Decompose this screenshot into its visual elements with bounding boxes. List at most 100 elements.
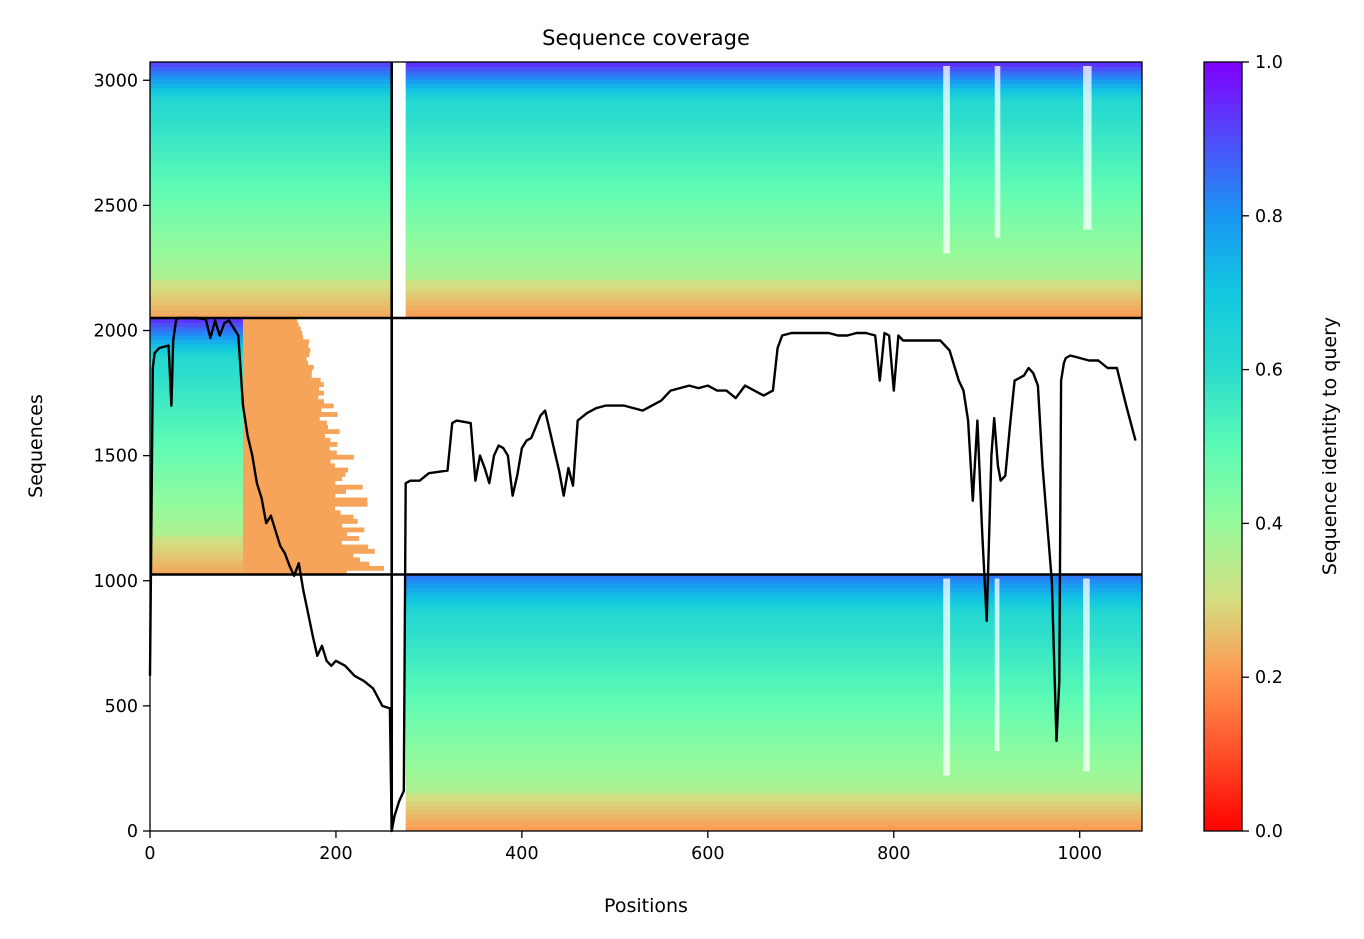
y-axis: 0 500 1000 1500 2000 2500 3000: [93, 71, 150, 842]
heatmap-band: [150, 113, 392, 119]
heatmap-band: [150, 369, 243, 375]
heatmap-band: [405, 608, 1142, 614]
heatmap-band: [405, 292, 1142, 298]
heatmap-band: [150, 501, 243, 507]
heatmap-band: [150, 104, 392, 110]
y-tick-label: 2500: [93, 196, 138, 216]
heatmap-band: [242, 544, 369, 550]
heatmap-band: [405, 625, 1142, 631]
heatmap-band: [405, 224, 1142, 229]
heatmap-band: [150, 66, 392, 72]
heatmap-band: [242, 553, 354, 558]
heatmap-band: [405, 266, 1142, 272]
heatmap-band: [405, 151, 1142, 157]
x-tick-label: 1000: [1057, 844, 1102, 864]
heatmap-band: [150, 134, 392, 140]
heatmap-band: [242, 369, 312, 375]
heatmap-band: [405, 715, 1142, 721]
heatmap-band: [405, 172, 1142, 178]
heatmap-band: [405, 138, 1142, 144]
heatmap-band: [405, 100, 1142, 106]
heatmap-band: [242, 476, 343, 482]
heatmap-band: [242, 454, 354, 460]
heatmap-band: [242, 531, 348, 537]
heatmap-band: [150, 236, 392, 242]
chart-title: Sequence coverage: [542, 26, 750, 50]
heatmap-band: [150, 437, 243, 443]
heatmap-band: [405, 685, 1142, 691]
heatmap-band: [150, 536, 243, 541]
heatmap-band: [150, 527, 243, 533]
heatmap-band: [150, 459, 243, 464]
heatmap-band: [150, 164, 392, 170]
colorbar-label: Sequence identity to query: [1319, 317, 1341, 575]
heatmap-band: [242, 317, 297, 323]
heatmap-band: [405, 822, 1142, 828]
heatmap-band: [150, 394, 243, 400]
heatmap-band: [405, 143, 1142, 148]
heatmap-band: [405, 728, 1142, 734]
heatmap-band: [242, 497, 368, 503]
heatmap-band: [150, 407, 243, 413]
heatmap-band: [150, 241, 392, 247]
heatmap-band: [405, 651, 1142, 657]
heatmap-band: [150, 518, 243, 524]
heatmap-band: [150, 288, 392, 293]
heatmap-band: [150, 232, 392, 238]
heatmap-band: [150, 548, 243, 554]
heatmap-band: [150, 360, 243, 366]
heatmap-band: [150, 96, 392, 101]
heatmap-band: [242, 484, 363, 490]
heatmap-band: [405, 758, 1142, 764]
heatmap-band: [405, 130, 1142, 136]
heatmap-band: [242, 523, 343, 529]
heatmap-band: [150, 420, 243, 426]
heatmap-band: [405, 305, 1142, 311]
heatmap-band: [150, 382, 243, 387]
heatmap-band: [150, 412, 243, 417]
heatmap-band: [242, 330, 303, 336]
x-axis-label: Positions: [604, 895, 688, 917]
heatmap-band: [242, 424, 328, 430]
heatmap-band: [150, 557, 243, 563]
colorbar-tick-label: 0.2: [1255, 668, 1283, 688]
heatmap-band: [405, 719, 1142, 725]
heatmap-band: [405, 83, 1142, 89]
heatmap-band: [405, 591, 1142, 597]
heatmap-band: [150, 450, 243, 456]
heatmap-band: [150, 168, 392, 174]
block-dividers: [150, 62, 1142, 831]
heatmap-band: [150, 343, 243, 349]
heatmap-band: [150, 463, 243, 469]
heatmap-band: [150, 326, 243, 332]
heatmap-band: [242, 390, 324, 396]
heatmap-band: [150, 194, 392, 200]
heatmap-band: [150, 151, 392, 157]
heatmap-band: [150, 335, 243, 340]
heatmap-band: [150, 506, 243, 511]
heatmap-band: [150, 228, 392, 234]
heatmap-band: [150, 160, 392, 165]
heatmap-band: [405, 655, 1142, 661]
heatmap-band: [405, 300, 1142, 306]
heatmap-band: [405, 202, 1142, 208]
heatmap-band: [150, 155, 392, 161]
heatmap-band: [242, 540, 342, 546]
heatmap-band: [405, 279, 1142, 285]
heatmap-band: [405, 587, 1142, 593]
heatmap-band: [150, 143, 392, 148]
heatmap-band: [405, 168, 1142, 174]
heatmap-band: [242, 501, 368, 507]
x-tick-label: 400: [505, 844, 538, 864]
heatmap-band: [405, 775, 1142, 781]
heatmap-band: [150, 497, 243, 503]
heatmap-band: [150, 377, 243, 383]
heatmap-band: [405, 754, 1142, 759]
heatmap-band: [405, 117, 1142, 123]
heatmap-band: [150, 138, 392, 144]
heatmap-band: [242, 352, 310, 358]
heatmap-band: [150, 215, 392, 221]
heatmap-band: [150, 130, 392, 136]
heatmap-band: [405, 711, 1142, 717]
heatmap-band: [242, 343, 309, 349]
